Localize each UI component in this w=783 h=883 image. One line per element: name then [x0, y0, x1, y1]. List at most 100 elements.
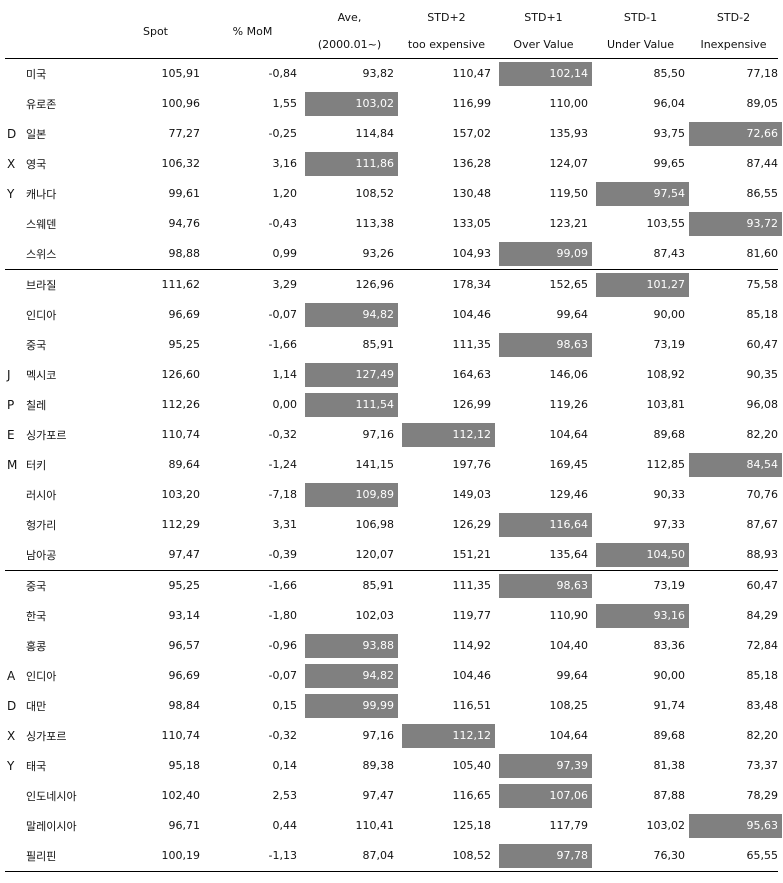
- value: 106,32: [161, 157, 201, 170]
- cell-ave: 109,89: [301, 480, 398, 510]
- value: 104,64: [549, 428, 589, 441]
- value: 100,19: [161, 849, 201, 862]
- value: 93,26: [362, 247, 395, 260]
- header-std-plus2-line2: too expensive: [407, 38, 486, 51]
- value: 136,28: [452, 157, 492, 170]
- cell-p2: 112,12: [398, 420, 495, 450]
- value: 89,68: [653, 729, 686, 742]
- value: 103,81: [646, 398, 686, 411]
- cell-ave: 103,02: [301, 89, 398, 119]
- cell-m1: 76,30: [592, 841, 689, 872]
- cell-mom: 3,16: [204, 149, 301, 179]
- cell-m2: 77,18: [689, 59, 779, 90]
- cell-spot: 100,96: [107, 89, 204, 119]
- cell-p2: 133,05: [398, 209, 495, 239]
- cell-p1: 99,64: [495, 300, 592, 330]
- cell-p2: 157,02: [398, 119, 495, 149]
- header-std-plus1-line1: STD+1: [524, 11, 563, 24]
- cell-ave: 85,91: [301, 571, 398, 602]
- header-country-spacer: [22, 4, 107, 31]
- table-row: 스웨덴 94,76 -0,43 113,38 133,05 123,21 103,55 93,…: [5, 209, 782, 239]
- value: 103,02: [646, 819, 686, 832]
- value: 149,03: [452, 488, 492, 501]
- country-name: 유로존: [26, 98, 57, 111]
- cell-spot: 77,27: [107, 119, 204, 149]
- value: 1,55: [272, 97, 298, 110]
- value: -0,25: [268, 127, 297, 140]
- header-std-minus2-line1: STD-2: [716, 11, 751, 24]
- value: 102,40: [161, 789, 201, 802]
- value: 96,57: [168, 639, 201, 652]
- region-letter: Y: [7, 187, 15, 201]
- table-row: Y 태국 95,18 0,14 89,38 105,40 97,39 81,38 73,37: [5, 751, 778, 781]
- value: 98,88: [168, 247, 201, 260]
- value: 90,35: [746, 368, 779, 381]
- region-letter: X: [7, 729, 16, 743]
- value: 108,52: [452, 849, 492, 862]
- highlighted-value: 98,63: [499, 574, 592, 598]
- cell-m2: 86,55: [689, 179, 779, 209]
- value: 96,04: [653, 97, 686, 110]
- value: 135,64: [549, 548, 589, 561]
- country-name: 중국: [26, 580, 47, 593]
- cell-spot: 97,47: [107, 540, 204, 571]
- table-row: 인디아 96,69 -0,07 94,82 104,46 99,64 90,00 85,18: [5, 300, 778, 330]
- value: 2,53: [272, 789, 298, 802]
- region-letter: [5, 300, 22, 330]
- cell-mom: -0,07: [204, 661, 301, 691]
- table-row: 유로존 100,96 1,55 103,02 116,99 110,00 96,04 89,0…: [5, 89, 778, 119]
- cell-p1: 129,46: [495, 480, 592, 510]
- table-row: 미국 105,91 -0,84 93,82 110,47 102,14 85,50 77,18: [5, 59, 778, 90]
- country-name: 말레이시아: [26, 820, 77, 833]
- cell-ave: 93,82: [301, 59, 398, 90]
- highlighted-value: 97,78: [499, 844, 592, 868]
- cell-spot: 126,60: [107, 360, 204, 390]
- value: 135,93: [549, 127, 589, 140]
- cell-m2: 73,37: [689, 751, 779, 781]
- cell-m2: 72,66: [689, 119, 782, 149]
- cell-mom: 1,20: [204, 179, 301, 209]
- cell-p2: 116,51: [398, 691, 495, 721]
- cell-p2: 108,52: [398, 841, 495, 872]
- cell-mom: -0,07: [204, 300, 301, 330]
- value: 111,35: [452, 338, 492, 351]
- highlighted-value: 111,86: [305, 152, 398, 176]
- region-letter: [5, 89, 22, 119]
- highlighted-value: 95,63: [689, 814, 782, 838]
- cell-spot: 95,18: [107, 751, 204, 781]
- region-letter: [5, 510, 22, 540]
- country-name: 태국: [26, 760, 47, 773]
- cell-m2: 75,58: [689, 270, 779, 301]
- value: 112,85: [646, 458, 686, 471]
- cell-ave: 93,26: [301, 239, 398, 270]
- value: 78,29: [746, 789, 779, 802]
- value: 104,93: [452, 247, 492, 260]
- value: 110,47: [452, 67, 492, 80]
- region-letter: Y: [7, 759, 15, 773]
- region-letter: [5, 540, 22, 571]
- header-mom: % MoM: [232, 24, 273, 38]
- cell-p1: 97,78: [495, 841, 592, 872]
- value: 77,18: [746, 67, 779, 80]
- value: 87,67: [746, 518, 779, 531]
- cell-mom: 3,31: [204, 510, 301, 540]
- table-row: 홍콩 96,57 -0,96 93,88 114,92 104,40 83,36 72,84: [5, 631, 778, 661]
- country-name: 싱가포르: [26, 429, 67, 442]
- region-letter: M: [7, 458, 18, 472]
- value: 97,47: [362, 789, 395, 802]
- cell-m1: 108,92: [592, 360, 689, 390]
- table-row: 인도네시아 102,40 2,53 97,47 116,65 107,06 87,88 78,…: [5, 781, 778, 811]
- value: 91,74: [653, 699, 686, 712]
- cell-ave: 106,98: [301, 510, 398, 540]
- country-name: 브라질: [26, 279, 57, 292]
- country-name: 멕시코: [26, 369, 57, 382]
- cell-mom: 1,14: [204, 360, 301, 390]
- value: 117,79: [549, 819, 589, 832]
- highlighted-value: 103,02: [305, 92, 398, 116]
- country-name: 남아공: [22, 540, 107, 571]
- value: 76,30: [653, 849, 686, 862]
- highlighted-value: 72,66: [689, 122, 782, 146]
- cell-p2: 116,99: [398, 89, 495, 119]
- country-name: 영국: [26, 158, 47, 171]
